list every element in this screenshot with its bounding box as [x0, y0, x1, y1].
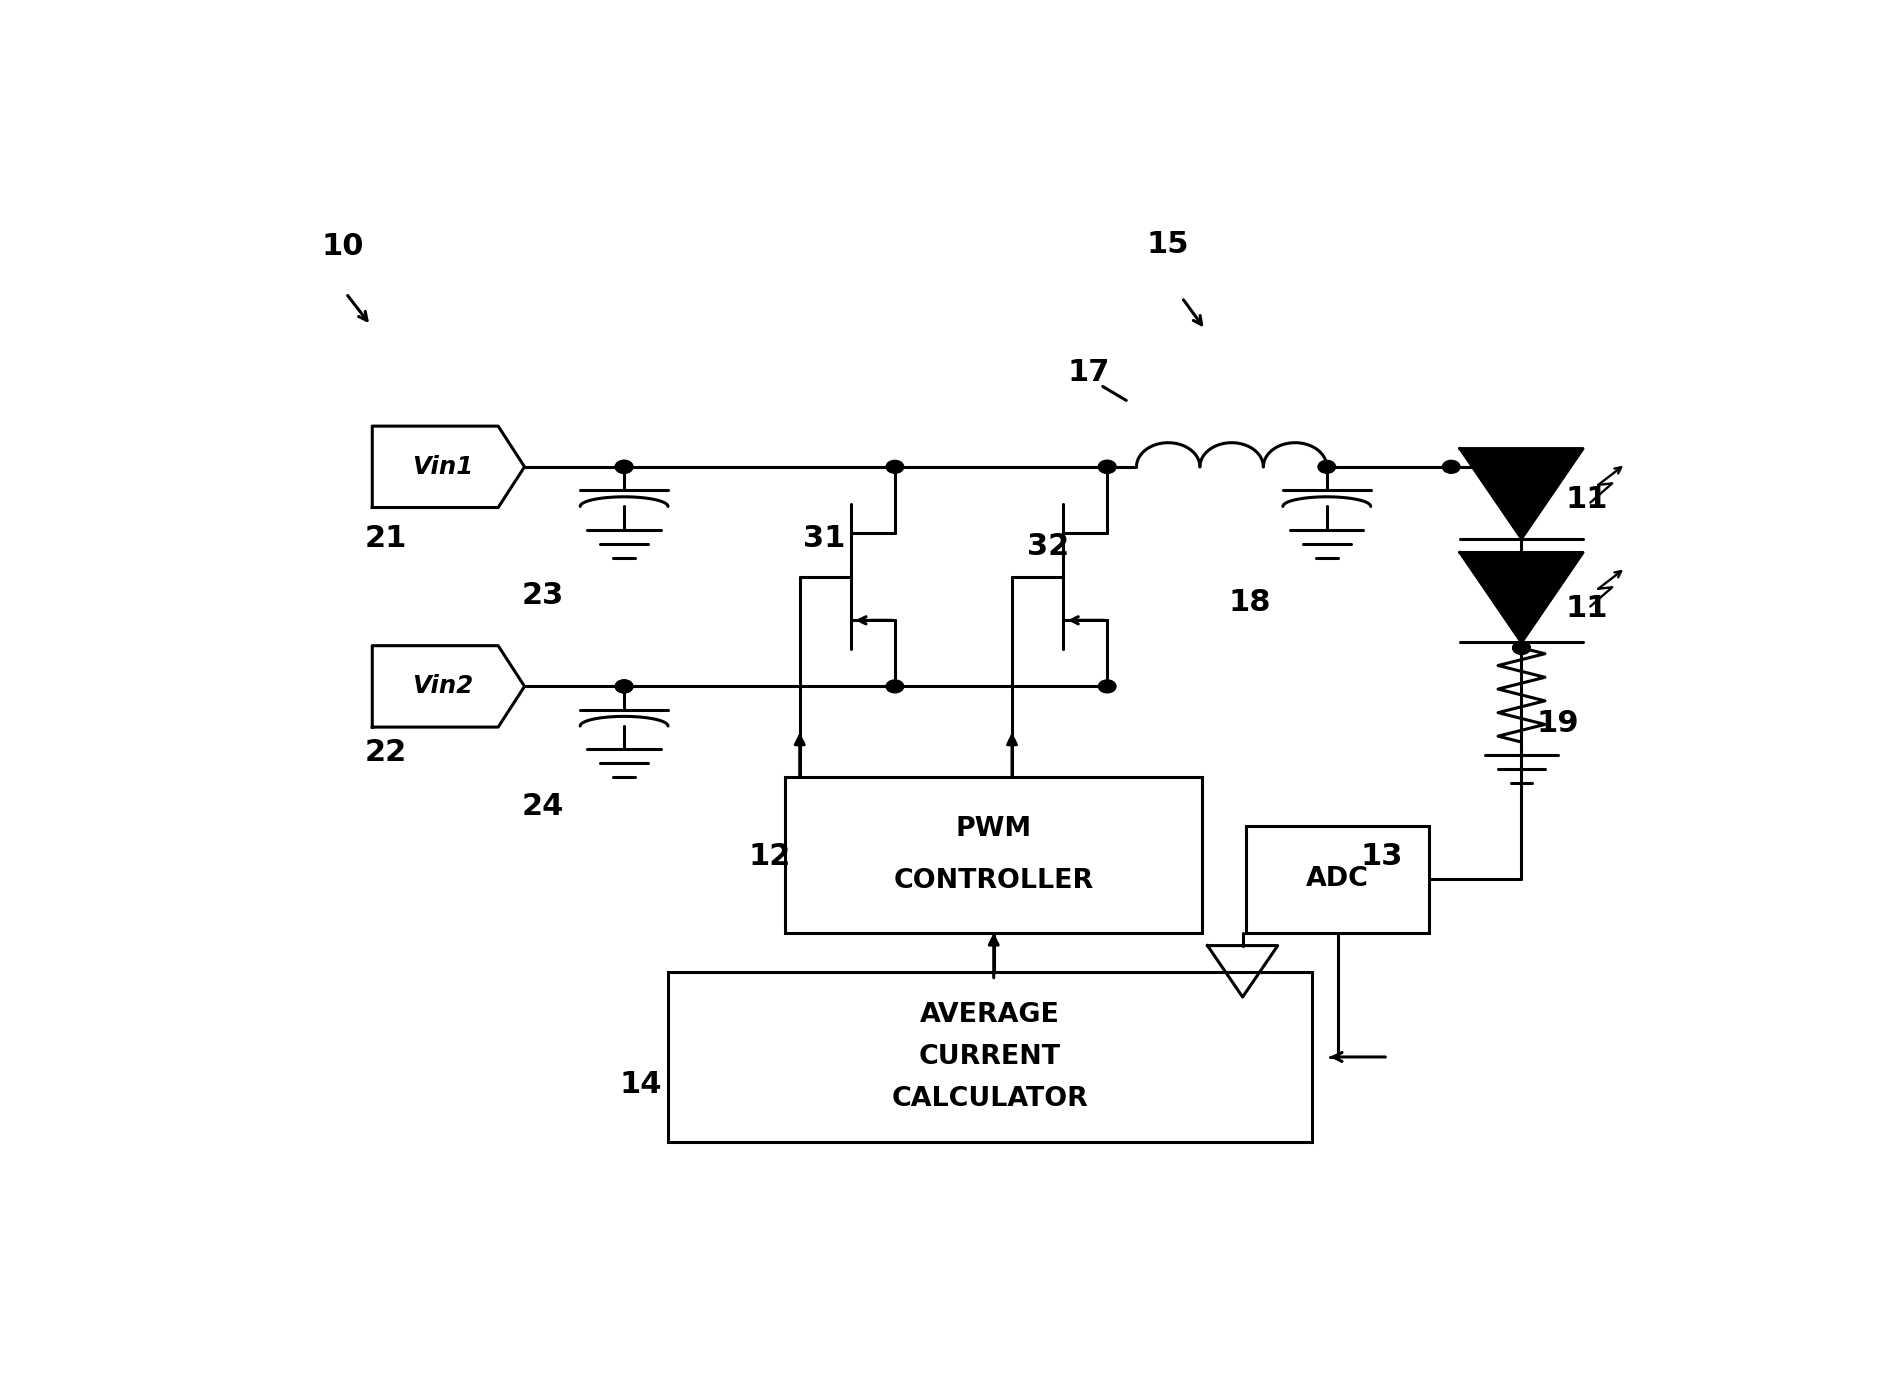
Bar [669, 972, 1313, 1142]
Text: 32: 32 [1028, 531, 1069, 561]
Circle shape [616, 460, 633, 473]
Polygon shape [1460, 449, 1583, 538]
Text: 17: 17 [1067, 357, 1111, 387]
Text: 13: 13 [1360, 843, 1404, 871]
Text: CONTROLLER: CONTROLLER [893, 868, 1094, 894]
Text: CALCULATOR: CALCULATOR [892, 1086, 1088, 1113]
Circle shape [616, 680, 633, 693]
Text: 10: 10 [321, 232, 363, 260]
Text: 11: 11 [1566, 484, 1608, 513]
Bar [786, 778, 1203, 933]
Text: 23: 23 [521, 581, 563, 609]
Text: 11: 11 [1566, 594, 1608, 623]
Text: 14: 14 [620, 1071, 663, 1099]
Circle shape [1443, 460, 1460, 473]
Circle shape [1513, 641, 1530, 654]
Text: PWM: PWM [956, 817, 1031, 842]
Text: 22: 22 [365, 739, 408, 768]
Text: 19: 19 [1536, 709, 1579, 739]
Text: 18: 18 [1228, 588, 1271, 618]
Text: 21: 21 [365, 524, 408, 554]
Circle shape [1098, 680, 1116, 693]
Polygon shape [1460, 552, 1583, 643]
Circle shape [616, 460, 633, 473]
Text: 31: 31 [803, 524, 844, 554]
Text: ADC: ADC [1307, 867, 1370, 892]
Bar [1247, 826, 1430, 933]
Circle shape [1513, 641, 1530, 654]
Circle shape [886, 460, 903, 473]
Text: CURRENT: CURRENT [920, 1045, 1062, 1070]
Text: 24: 24 [521, 791, 565, 821]
Circle shape [1098, 460, 1116, 473]
Text: AVERAGE: AVERAGE [920, 1002, 1060, 1028]
Text: 12: 12 [748, 843, 791, 871]
Circle shape [1098, 460, 1116, 473]
Circle shape [886, 680, 903, 693]
Text: Vin2: Vin2 [412, 675, 472, 698]
Circle shape [1319, 460, 1336, 473]
Circle shape [616, 680, 633, 693]
Text: 15: 15 [1147, 230, 1190, 259]
Text: Vin1: Vin1 [412, 455, 472, 479]
